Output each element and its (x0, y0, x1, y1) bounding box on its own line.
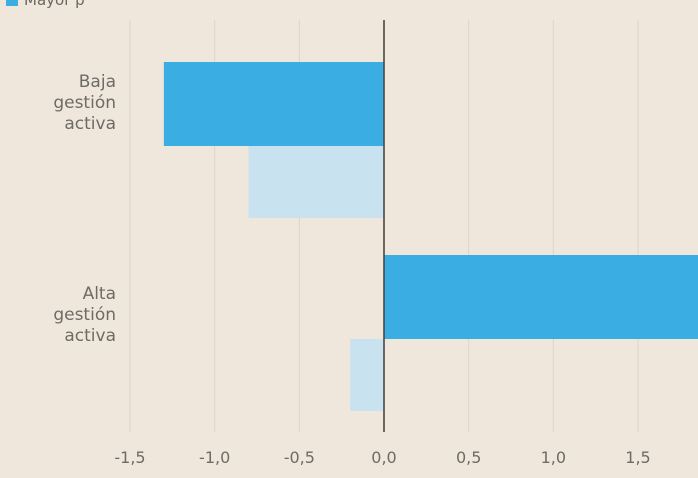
legend-text: Mayor p (24, 0, 85, 8)
bars (163, 62, 698, 411)
category-label-baja: Baja gestión activa (6, 72, 116, 135)
legend-swatch (6, 0, 18, 6)
x-tick-label-3: 0,0 (371, 448, 396, 467)
bar-alta-series-1 (384, 255, 698, 339)
category-label-line-2: activa (64, 326, 116, 346)
bar-alta-series-2 (350, 339, 384, 411)
x-tick-label-0: -1,5 (114, 448, 145, 467)
category-label-line-0: Alta (82, 284, 116, 304)
x-tick-label-4: 0,5 (456, 448, 481, 467)
category-label-line-0: Baja (78, 72, 116, 92)
gridlines (129, 20, 639, 432)
x-tick-label-5: 1,0 (541, 448, 566, 467)
legend: Mayor p (0, 0, 698, 8)
x-tick-label-2: -0,5 (284, 448, 315, 467)
x-tick-labels: -1,5 -1,0 -0,5 0,0 0,5 1,0 1,5 (114, 448, 650, 467)
x-tick-label-1: -1,0 (199, 448, 230, 467)
category-label-line-1: gestión (53, 93, 116, 113)
x-tick-label-6: 1,5 (625, 448, 650, 467)
category-label-line-2: activa (64, 114, 116, 134)
category-label-alta: Alta gestión activa (6, 284, 116, 347)
bar-baja-series-2 (248, 146, 384, 218)
category-label-line-1: gestión (53, 305, 116, 325)
bar-baja-series-1 (163, 62, 384, 146)
